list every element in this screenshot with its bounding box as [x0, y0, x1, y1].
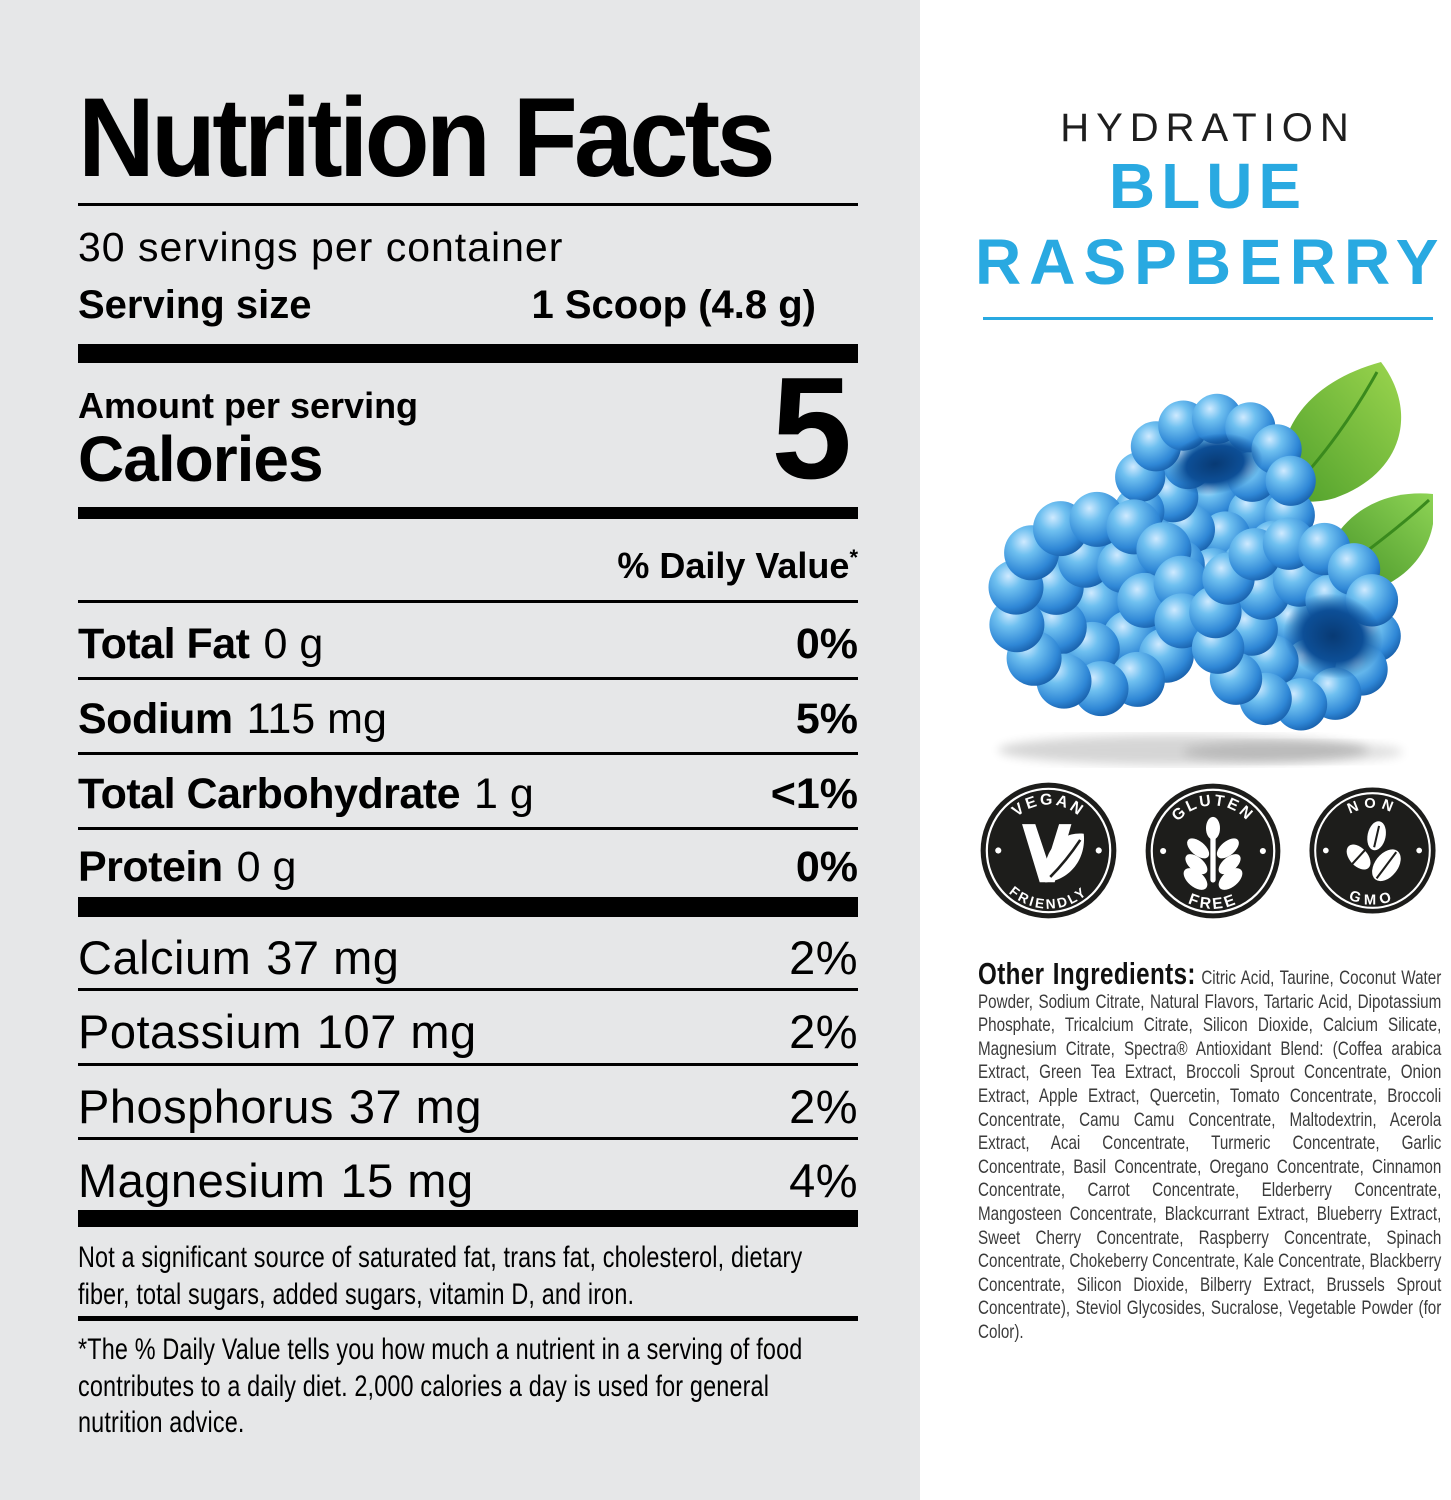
separator-thin	[78, 988, 858, 991]
flavor-name-line2: RASPBERRY	[975, 226, 1447, 298]
daily-value-header: % Daily Value*	[617, 545, 858, 586]
separator-thin	[78, 677, 858, 680]
separator-thick	[78, 344, 858, 363]
raspberry-left	[988, 491, 1210, 717]
product-category: HYDRATION	[1060, 106, 1356, 150]
amount-per-serving-label: Amount per serving	[78, 385, 419, 426]
label-background-panel	[0, 0, 920, 1500]
non-gmo-badge: NON GMO	[1309, 787, 1436, 914]
separator-heavy	[78, 1316, 858, 1321]
nutrient-row-sodium: Sodium 115 mg 5%	[78, 695, 858, 743]
separator-thin	[78, 600, 858, 603]
separator-thin	[78, 752, 858, 755]
serving-size-row: Serving size 1 Scoop (4.8 g)	[78, 283, 858, 328]
nutrient-row-protein: Protein 0 g 0%	[78, 843, 858, 891]
daily-value-footnote: *The % Daily Value tells you how much a …	[78, 1333, 803, 1439]
separator-thin	[78, 203, 858, 206]
vegan-leaf-icon	[1022, 824, 1085, 883]
raspberry-cavity	[1167, 433, 1263, 495]
serving-size-label: Serving size	[78, 283, 312, 327]
svg-text:FREE: FREE	[1186, 890, 1240, 912]
other-ingredients-heading: Other Ingredients:	[978, 956, 1196, 991]
svg-text:GMO: GMO	[1347, 888, 1398, 909]
flavor-underline	[983, 317, 1433, 320]
other-ingredients-text: Citric Acid, Taurine, Coconut Water Powd…	[978, 967, 1442, 1343]
not-significant-note: Not a significant source of saturated fa…	[78, 1241, 803, 1311]
servings-per-container: 30 servings per container	[78, 224, 564, 270]
badge-bottom-text: FREE	[1186, 890, 1237, 912]
calories-value: 5	[771, 347, 852, 509]
badge-bottom-text: GMO	[1347, 888, 1393, 909]
mineral-row-phosphorus: Phosphorus 37 mg 2%	[78, 1080, 858, 1133]
separator-thick	[78, 897, 858, 917]
leaves-icon	[1346, 821, 1401, 882]
mineral-row-potassium: Potassium 107 mg 2%	[78, 1005, 858, 1058]
gluten-free-badge: GLUTEN FREE	[1145, 783, 1281, 918]
other-ingredients-paragraph: Other Ingredients: Citric Acid, Taurine,…	[978, 958, 1442, 1345]
mineral-row-magnesium: Magnesium 15 mg 4%	[78, 1154, 858, 1207]
certification-badges: VEGAN FRIENDLY GLUTEN FREE	[975, 780, 1441, 921]
raspberry-cavity	[1283, 593, 1383, 679]
nutrient-row-carbohydrate: Total Carbohydrate 1 g <1%	[78, 770, 858, 818]
nutrition-facts-title: Nutrition Facts	[78, 75, 776, 200]
berry-shadow	[1183, 741, 1403, 763]
calories-label: Calories	[78, 423, 324, 495]
separator-thin	[78, 827, 858, 830]
separator-thick	[78, 1210, 858, 1227]
wheat-icon	[1183, 816, 1243, 890]
vegan-friendly-badge: VEGAN FRIENDLY	[980, 782, 1117, 919]
serving-size-value: 1 Scoop (4.8 g)	[531, 283, 817, 327]
nutrient-row-total-fat: Total Fat 0 g 0%	[78, 620, 858, 668]
separator-thin	[78, 1137, 858, 1140]
separator-medium	[78, 507, 858, 519]
separator-thin	[78, 1063, 858, 1066]
mineral-row-calcium: Calcium 37 mg 2%	[78, 931, 858, 984]
flavor-name-line1: BLUE	[1108, 150, 1308, 222]
blue-raspberries-image	[988, 362, 1433, 765]
daily-value-asterisk: *	[849, 545, 858, 570]
